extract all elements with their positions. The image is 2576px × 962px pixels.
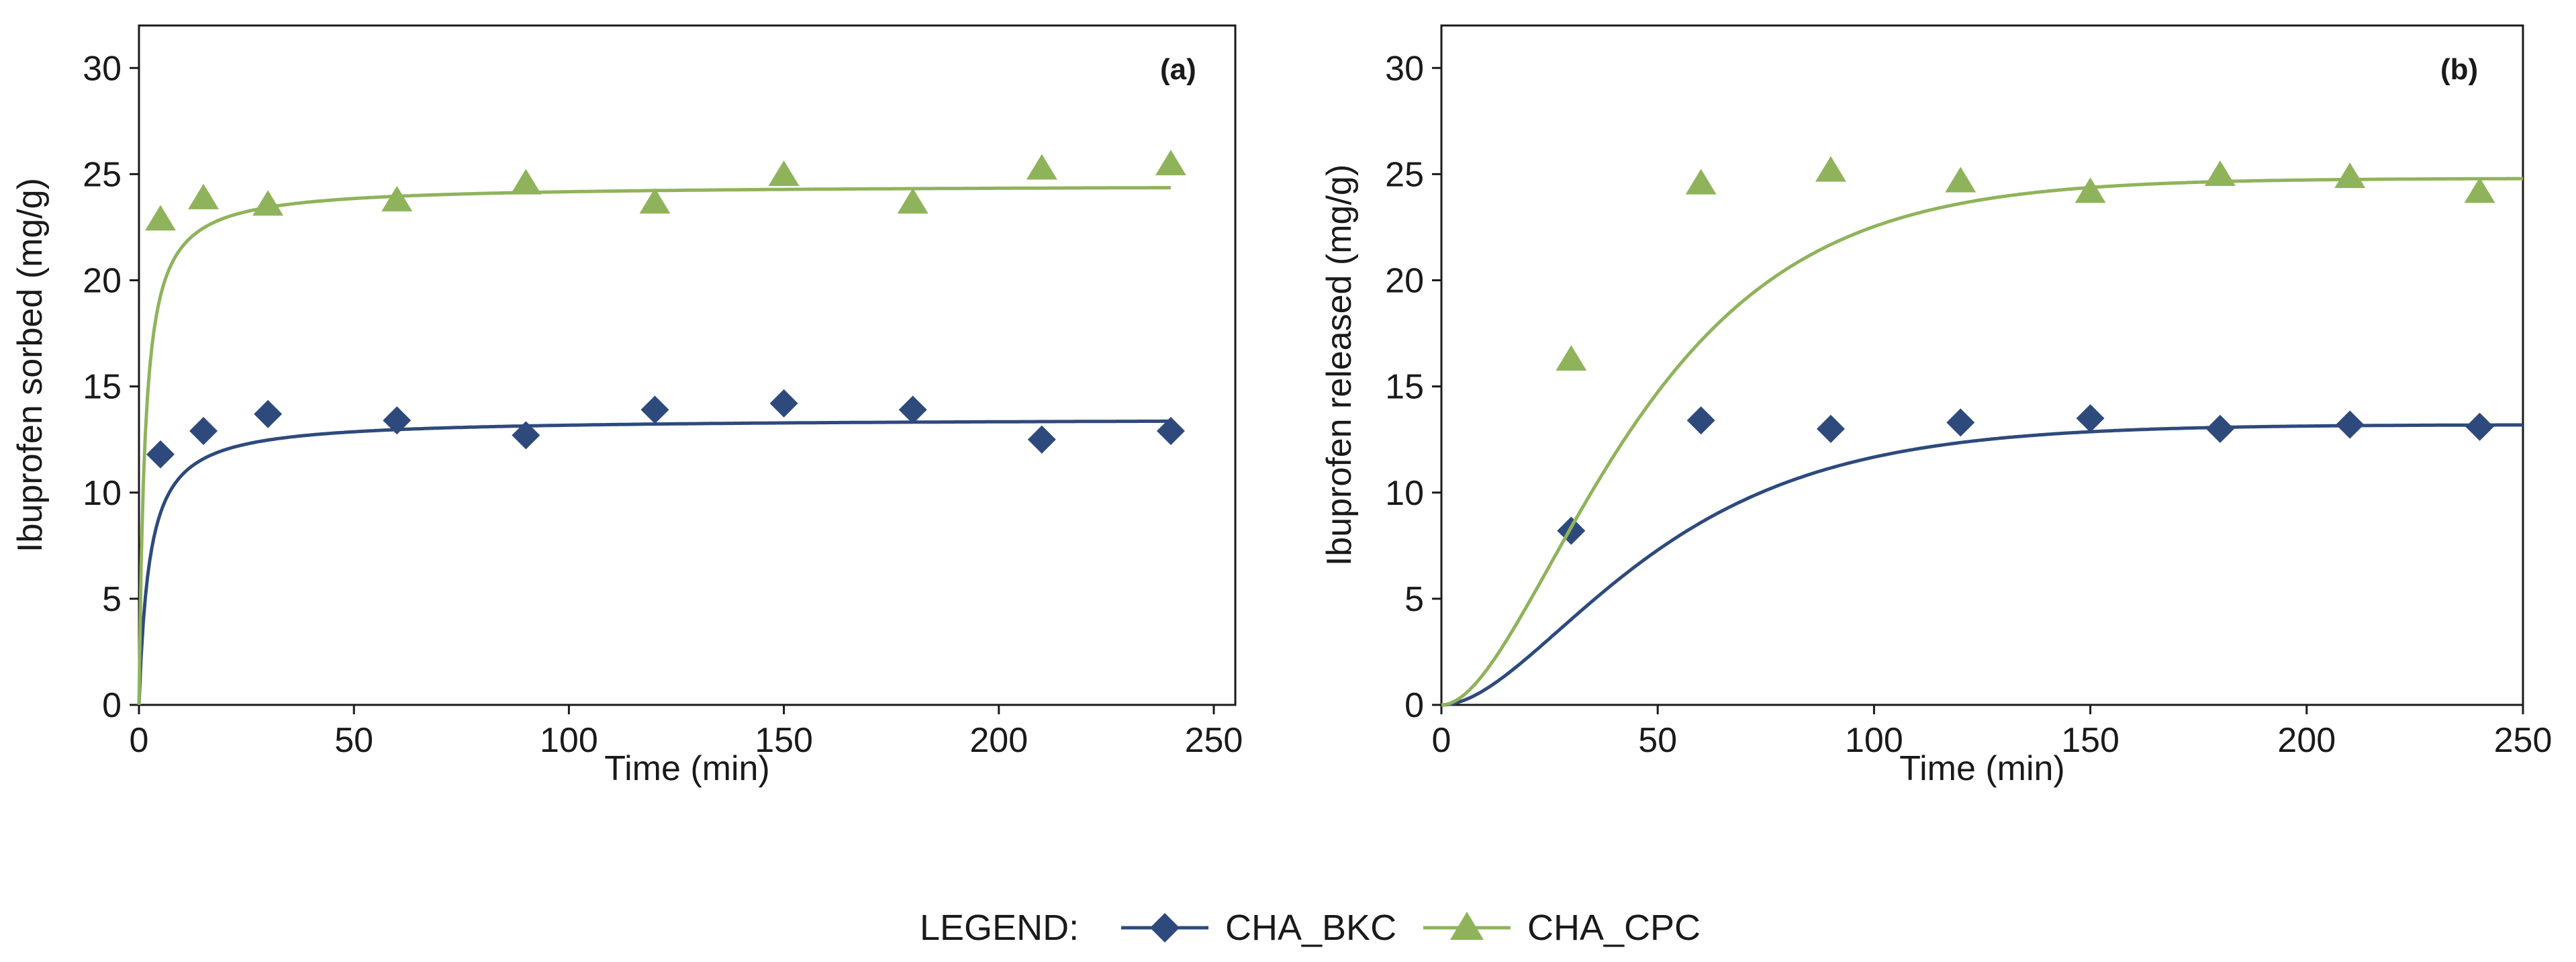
- data-point-cpc: [1685, 169, 1717, 195]
- x-axis-title: Time (min): [1899, 749, 2065, 788]
- panel-a: 0 50 100 150 200 250 0 5 10 15 20 25 30 Time (min) Ibu…: [11, 24, 1243, 788]
- data-point-bkc: [1946, 408, 1975, 437]
- data-point-bkc: [189, 417, 218, 446]
- x-tick-label: 150: [2061, 721, 2119, 760]
- data-point-bkc: [640, 395, 669, 424]
- y-tick-label: 25: [1385, 155, 1424, 194]
- y-tick-label: 30: [83, 49, 122, 88]
- data-point-bkc: [512, 421, 540, 450]
- data-point-cpc: [510, 169, 542, 195]
- y-tick-label: 20: [1385, 262, 1424, 301]
- legend-label-bkc: CHA_BKC: [1225, 908, 1396, 948]
- data-point-cpc: [188, 183, 220, 209]
- y-tick-label: 5: [1404, 580, 1424, 619]
- data-point-bkc: [2336, 410, 2365, 439]
- legend-marker-bkc: [1150, 913, 1180, 943]
- data-point-bkc: [2076, 404, 2105, 433]
- y-axis-title: Ibuprofen sorbed (mg/g): [11, 178, 50, 552]
- legend-marker-cpc: [1450, 912, 1484, 940]
- fit-curve-bkc: [1441, 423, 2523, 707]
- x-tick-label: 250: [2494, 721, 2553, 760]
- legend: LEGEND: CHA_BKC CHA_CPC: [920, 908, 1701, 948]
- data-point-cpc: [639, 188, 671, 214]
- data-point-bkc: [1686, 406, 1715, 435]
- data-point-cpc: [897, 188, 928, 214]
- x-axis-title: Time (min): [604, 749, 770, 788]
- fit-curve-cpc: [1441, 177, 2523, 707]
- x-tick-label: 0: [130, 721, 149, 760]
- y-tick-label: 10: [1385, 474, 1424, 513]
- data-point-cpc: [2204, 160, 2236, 186]
- y-tick-label: 20: [83, 262, 122, 301]
- x-tick-label: 50: [1638, 721, 1677, 760]
- y-tick-label: 25: [83, 155, 122, 194]
- y-tick-label: 15: [1385, 368, 1424, 407]
- data-point-bkc: [1156, 417, 1185, 446]
- data-point-bkc: [1816, 414, 1845, 443]
- y-tick-label: 15: [83, 368, 122, 407]
- x-tick-label: 0: [1432, 721, 1451, 760]
- data-point-cpc: [2334, 162, 2366, 189]
- data-point-cpc: [145, 205, 177, 231]
- x-tick-label: 50: [334, 721, 373, 760]
- data-point-bkc: [383, 406, 412, 435]
- x-tick-label: 100: [540, 721, 598, 760]
- data-point-cpc: [2464, 177, 2495, 203]
- data-point-bkc: [898, 395, 927, 424]
- panel-tag: (b): [2440, 53, 2478, 86]
- x-tick-label: 200: [969, 721, 1028, 760]
- data-point-cpc: [768, 160, 800, 186]
- panel-tag: (a): [1160, 53, 1196, 86]
- y-tick-label: 5: [102, 580, 122, 619]
- data-point-cpc: [1026, 154, 1057, 180]
- data-point-cpc: [2074, 177, 2106, 203]
- data-point-bkc: [1027, 425, 1056, 454]
- fit-curve-cpc: [137, 186, 1171, 706]
- plot-frame: [138, 24, 1237, 706]
- data-point-cpc: [381, 185, 413, 211]
- data-point-cpc: [1556, 345, 1587, 371]
- y-axis-title: Ibuprofen released (mg/g): [1320, 164, 1359, 566]
- data-point-cpc: [1945, 166, 1976, 193]
- x-tick-label: 200: [2277, 721, 2336, 760]
- x-tick-label: 250: [1185, 721, 1243, 760]
- data-point-bkc: [769, 389, 798, 418]
- y-tick-label: 0: [1404, 686, 1424, 725]
- legend-prefix: LEGEND:: [920, 908, 1079, 948]
- data-point-bkc: [254, 399, 283, 428]
- y-tick-label: 30: [1385, 49, 1424, 88]
- y-tick-label: 0: [102, 686, 122, 725]
- data-point-bkc: [1557, 516, 1586, 545]
- x-tick-label: 150: [755, 721, 813, 760]
- data-point-cpc: [1815, 156, 1846, 182]
- legend-label-cpc: CHA_CPC: [1527, 908, 1701, 948]
- fit-curve-bkc: [137, 419, 1171, 706]
- data-point-bkc: [146, 440, 175, 469]
- data-point-cpc: [252, 190, 284, 216]
- x-tick-label: 100: [1845, 721, 1903, 760]
- y-tick-label: 10: [83, 474, 122, 513]
- data-point-bkc: [2205, 414, 2234, 443]
- panel-b: 0 50 100 150 200 250 0 5 10 15 20 25 30 Time (min) Ibu…: [1320, 24, 2553, 788]
- data-point-bkc: [2465, 412, 2494, 441]
- plot-frame: [1440, 24, 2524, 706]
- data-point-cpc: [1155, 150, 1186, 176]
